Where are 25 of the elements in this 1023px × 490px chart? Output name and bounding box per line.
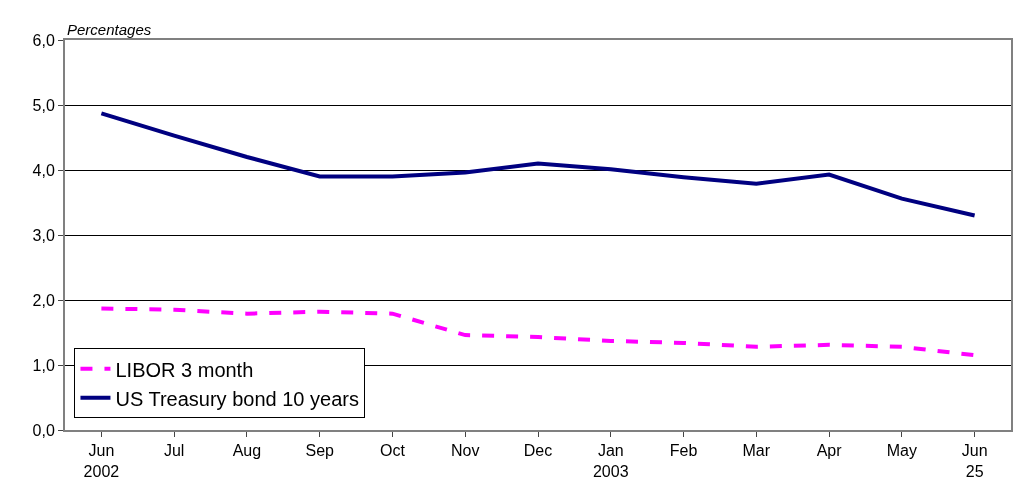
y-tick-label: 2,0	[32, 291, 55, 309]
x-tick-label: Oct	[380, 442, 406, 460]
legend-label: LIBOR 3 month	[115, 358, 254, 381]
x-tick-label: Jun 2002	[83, 442, 120, 480]
y-tick-label: 4,0	[32, 161, 55, 179]
x-tick-label: Mar	[742, 442, 771, 460]
x-tick-label: Sep	[305, 442, 335, 460]
y-tick-label: 0,0	[32, 421, 55, 439]
x-tick-label: May	[886, 442, 917, 460]
line-series	[99, 111, 977, 218]
x-tick-label: Dec	[523, 442, 553, 460]
x-tick-label: Aug	[232, 442, 262, 460]
x-tick-label: Jul	[163, 442, 185, 460]
x-tick-label: Jun 25	[961, 442, 988, 480]
x-tick-label: Jan 2003	[592, 442, 629, 480]
y-tick-label: 5,0	[32, 96, 55, 114]
y-tick-label: 3,0	[32, 226, 55, 244]
x-tick-label: Nov	[451, 442, 480, 460]
legend-label: US Treasury bond 10 years	[115, 387, 359, 410]
y-tick-label: 6,0	[32, 31, 55, 49]
y-tick-label: 1,0	[32, 356, 55, 374]
x-tick-label: Apr	[816, 442, 843, 460]
line-series	[99, 306, 977, 358]
x-tick-label: Feb	[669, 442, 698, 460]
y-axis-title: Percentages	[67, 21, 152, 38]
